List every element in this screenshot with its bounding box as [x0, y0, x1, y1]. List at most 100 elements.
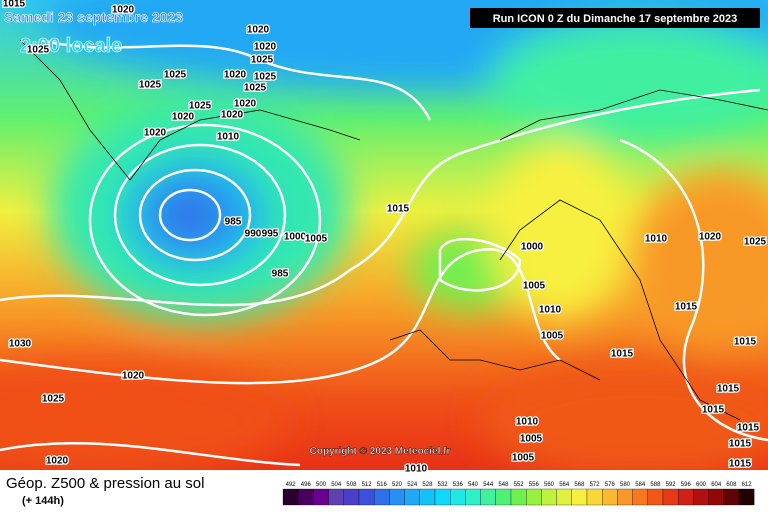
run-info: Run ICON 0 Z du Dimanche 17 septembre 20…: [493, 13, 738, 25]
isobar-label: 1025: [164, 70, 187, 81]
isobar-label: 1005: [541, 331, 564, 342]
scale-label: 528: [422, 482, 433, 488]
scale-swatch: [708, 488, 724, 506]
scale-swatch: [298, 488, 314, 506]
isobar-label: 1025: [744, 237, 767, 248]
footer-title: Géop. Z500 & pression au sol: [6, 475, 204, 492]
scale-swatch: [586, 488, 603, 506]
isobar-label: 1025: [254, 72, 277, 83]
copyright: Copyright © 2023 Meteociel.fr: [310, 446, 451, 457]
scale-swatch: [343, 488, 360, 506]
isobar-label: 1000: [521, 242, 544, 253]
scale-label: 576: [605, 482, 616, 488]
scale-label: 508: [346, 482, 357, 488]
date: Samedi 23 septembre 2023: [4, 9, 183, 25]
isobar-label: 1010: [405, 464, 428, 475]
scale-label: 492: [286, 482, 297, 488]
scale-swatch: [495, 488, 512, 506]
isobars: [0, 38, 768, 467]
isobar-label: 1015: [737, 423, 760, 434]
footer-range: (+ 144h): [22, 495, 64, 507]
isobar-label: 1015: [387, 204, 410, 215]
isobar-label: 1030: [9, 339, 32, 350]
isobar-label: 1025: [27, 45, 50, 56]
scale-swatch: [526, 488, 542, 506]
scale-swatch: [541, 488, 557, 506]
scale-label: 592: [666, 482, 677, 488]
scale-swatch: [419, 488, 436, 506]
scale-swatch: [556, 488, 572, 506]
scale-label: 588: [650, 482, 661, 488]
isobar-label: 1020: [221, 110, 244, 121]
scale-swatch: [404, 488, 420, 506]
isobar-label: 985: [272, 269, 289, 280]
isobar-label: 1010: [645, 234, 668, 245]
isobar-label: 1010: [217, 132, 240, 143]
scale-swatch: [571, 488, 588, 506]
isobar-label: 1025: [189, 101, 212, 112]
scale-swatch: [678, 488, 694, 506]
isobar-label: 1025: [251, 55, 274, 66]
scale-label: 536: [453, 482, 464, 488]
scale-label: 596: [681, 482, 692, 488]
scale-label: 524: [407, 482, 418, 488]
isobar-label: 1020: [46, 456, 69, 467]
coastlines: [19, 39, 768, 421]
scale-swatch: [632, 488, 648, 506]
isobar-label: 1020: [112, 5, 135, 16]
isobar-label: 1005: [523, 281, 546, 292]
isobar-label: 1005: [520, 434, 543, 445]
isobar-label: 1020: [122, 371, 145, 382]
scale-label: 604: [711, 482, 722, 488]
isobar-label: 1010: [539, 305, 562, 316]
scale-label: 512: [362, 482, 373, 488]
scale-label: 496: [301, 482, 312, 488]
scale-label: 552: [514, 482, 525, 488]
scale-swatch: [647, 488, 664, 506]
field: [0, 0, 768, 470]
isobar-label: 990: [245, 229, 262, 240]
isobar-label: 1025: [139, 80, 162, 91]
isobar-label: 1015: [611, 349, 634, 360]
scale-swatch: [693, 488, 709, 506]
scale-swatch: [450, 488, 466, 506]
isobar-label: 1015: [717, 384, 740, 395]
run-box: [470, 8, 760, 28]
scale-swatch: [328, 488, 344, 506]
isobar-label: 1020: [144, 128, 167, 139]
scale-swatch: [662, 488, 679, 506]
scale-label: 572: [590, 482, 601, 488]
scale-label: 600: [696, 482, 707, 488]
scale-label: 564: [559, 482, 570, 488]
scale-label: 532: [438, 482, 449, 488]
scale-swatch: [510, 488, 527, 506]
isobar-label: 1010: [516, 417, 539, 428]
scale-label: 556: [529, 482, 540, 488]
isobar-label: 1005: [512, 453, 535, 464]
isobar-label: 1020: [254, 42, 277, 53]
scale-swatch: [465, 488, 481, 506]
isobar-label: 1015: [729, 459, 752, 470]
scale-swatch: [358, 488, 375, 506]
scale-swatch: [723, 488, 740, 506]
scale-label: 540: [468, 482, 479, 488]
isobar-label: 995: [262, 229, 279, 240]
isobar-label: 1005: [305, 234, 328, 245]
isobar-label: 1020: [699, 232, 722, 243]
isobar-label: 1020: [172, 112, 195, 123]
scale-swatch: [738, 488, 755, 506]
scale-label: 520: [392, 482, 403, 488]
scale-label: 568: [574, 482, 585, 488]
scale-swatch: [389, 488, 405, 506]
scale-label: 560: [544, 482, 555, 488]
scale-label: 544: [483, 482, 494, 488]
scale-label: 584: [635, 482, 646, 488]
isobar-label: 1015: [702, 405, 725, 416]
isobar-label: 1020: [224, 70, 247, 81]
isobar-label: 1015: [734, 337, 757, 348]
scale-swatch: [434, 488, 451, 506]
scale-label: 612: [742, 482, 753, 488]
scale-label: 504: [331, 482, 342, 488]
scale-swatch: [480, 488, 496, 506]
